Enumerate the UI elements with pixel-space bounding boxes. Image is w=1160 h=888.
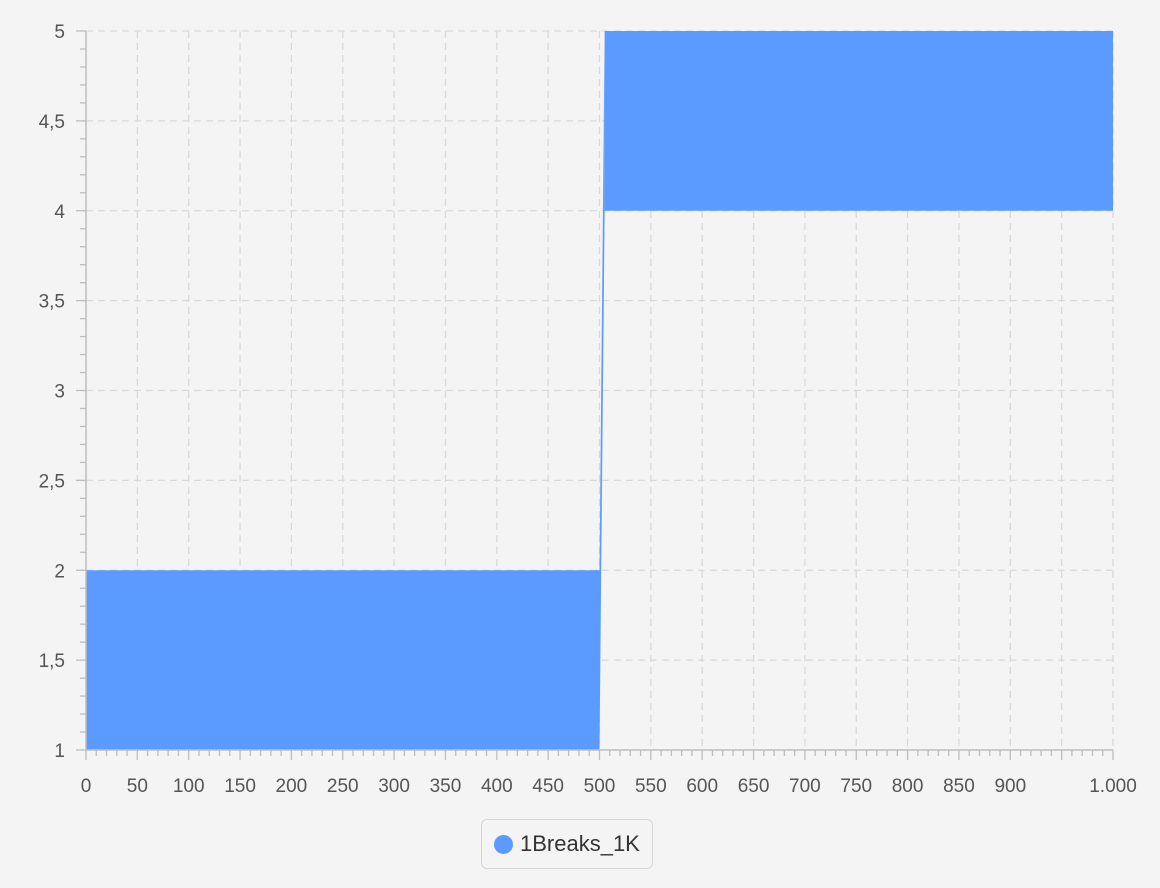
x-tick-label: 400 bbox=[481, 776, 513, 797]
x-tick-label: 900 bbox=[994, 776, 1026, 797]
x-tick-label: 550 bbox=[635, 776, 667, 797]
y-tick-label: 1 bbox=[54, 741, 65, 762]
x-tick-label: 1.000 bbox=[1089, 776, 1137, 797]
legend-label: 1Breaks_1K bbox=[520, 831, 640, 856]
y-tick-label: 3 bbox=[54, 382, 65, 403]
x-tick-label: 150 bbox=[224, 776, 256, 797]
y-tick-label: 4 bbox=[54, 202, 65, 223]
y-tick-label: 2 bbox=[54, 561, 65, 582]
legend[interactable]: 1Breaks_1K bbox=[481, 819, 653, 869]
series-band-0-1 bbox=[604, 31, 1113, 211]
series-band-0-0 bbox=[86, 570, 600, 750]
y-tick-label: 5 bbox=[54, 22, 65, 43]
x-tick-label: 0 bbox=[81, 776, 92, 797]
y-tick-label: 4,5 bbox=[39, 112, 65, 133]
legend-swatch-icon bbox=[494, 834, 513, 854]
x-tick-label: 850 bbox=[943, 776, 975, 797]
x-tick-label: 750 bbox=[840, 776, 872, 797]
x-tick-label: 450 bbox=[532, 776, 564, 797]
x-tick-label: 500 bbox=[584, 776, 616, 797]
x-tick-label: 350 bbox=[430, 776, 462, 797]
y-tick-label: 1,5 bbox=[39, 651, 65, 672]
x-tick-label: 250 bbox=[327, 776, 359, 797]
series-area-layer bbox=[86, 31, 1113, 750]
x-tick-label: 650 bbox=[738, 776, 770, 797]
y-tick-label: 3,5 bbox=[39, 292, 65, 313]
x-tick-label: 200 bbox=[276, 776, 308, 797]
axis-layer bbox=[76, 30, 1114, 760]
y-tick-label: 2,5 bbox=[39, 471, 65, 492]
tick-label-layer: 11,522,533,544,550 50 100 150 200 250 300 350 40… bbox=[39, 22, 1137, 797]
x-tick-label: 100 bbox=[173, 776, 205, 797]
x-tick-label: 800 bbox=[892, 776, 924, 797]
x-tick-label: 300 bbox=[378, 776, 410, 797]
x-tick-label: 50 bbox=[127, 776, 148, 797]
x-tick-label: 600 bbox=[686, 776, 718, 797]
x-tick-label: 700 bbox=[789, 776, 821, 797]
series-connector-0 bbox=[594, 31, 605, 750]
